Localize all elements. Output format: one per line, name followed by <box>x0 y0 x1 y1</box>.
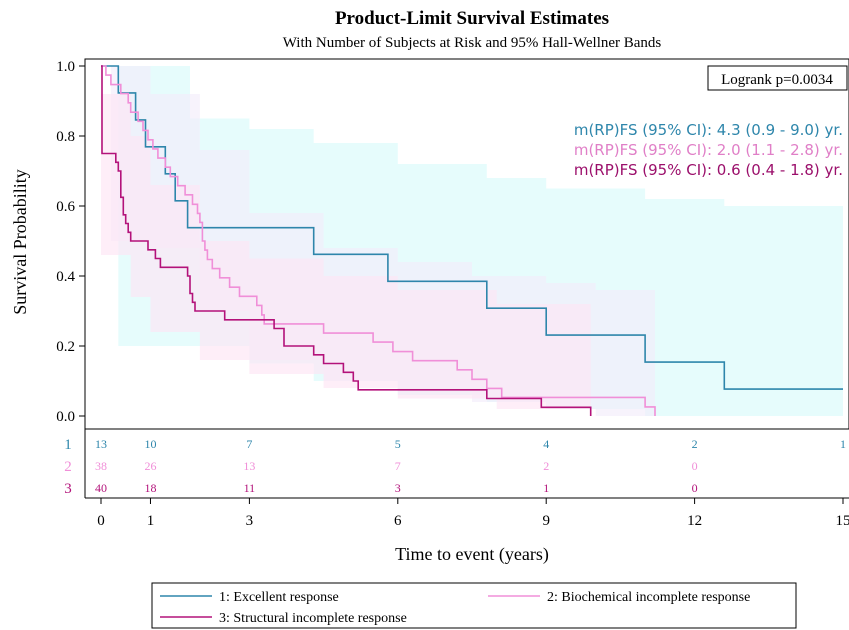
legend-label-3: 3: Structural incomplete response <box>219 611 407 626</box>
x-tick-label: 12 <box>687 513 702 529</box>
survival-curve-3 <box>101 65 592 416</box>
at-risk-count: 13 <box>95 437 107 451</box>
x-tick-label: 6 <box>394 513 402 529</box>
at-risk-count: 3 <box>395 481 401 495</box>
at-risk-count: 7 <box>246 437 252 451</box>
at-risk-count: 7 <box>395 459 401 473</box>
legend <box>151 582 797 629</box>
x-tick-label: 3 <box>246 513 254 529</box>
risk-row-label-1: 1 <box>64 437 72 453</box>
x-tick-label: 1 <box>147 513 155 529</box>
at-risk-count: 38 <box>95 459 107 473</box>
at-risk-count: 26 <box>144 459 156 473</box>
x-axis-title: Time to event (years) <box>395 544 549 565</box>
x-axis: 0 1 3 6 9 12 15 <box>97 498 849 529</box>
risk-table: 1 13 10 7 5 4 2 12 38 26 13 7 2 03 40 18 11 3 1 0 <box>64 437 846 497</box>
at-risk-count: 13 <box>243 459 255 473</box>
at-risk-count: 40 <box>95 481 107 495</box>
at-risk-count: 0 <box>692 481 698 495</box>
survival-curves <box>101 65 843 416</box>
legend-label-2: 2: Biochemical incomplete response <box>547 590 750 605</box>
risk-row-label-2: 2 <box>64 459 72 475</box>
risk-row-label-3: 3 <box>64 481 72 497</box>
confidence-bands <box>101 66 844 416</box>
legend-label-1: 1: Excellent response <box>219 590 339 605</box>
x-tick-label: 9 <box>542 513 550 529</box>
at-risk-count: 0 <box>692 459 698 473</box>
at-risk-count: 2 <box>692 437 698 451</box>
at-risk-count: 5 <box>395 437 401 451</box>
x-tick-label: 15 <box>836 513 849 529</box>
median-annotation-2: m(RP)FS (95% CI): 2.0 (1.1 - 2.8) yr. <box>574 141 843 159</box>
survival-curve-1 <box>101 65 843 390</box>
y-tick-label: 0.2 <box>56 339 75 355</box>
y-axis: 0.0 0.2 0.4 0.6 0.8 1.0 <box>56 59 85 425</box>
chart-subtitle: With Number of Subjects at Risk and 95% … <box>283 35 662 51</box>
at-risk-count: 1 <box>543 481 549 495</box>
chart-title: Product-Limit Survival Estimates <box>335 8 609 29</box>
at-risk-count: 4 <box>543 437 549 451</box>
at-risk-count: 2 <box>543 459 549 473</box>
confidence-band-3 <box>101 94 591 416</box>
y-tick-label: 0.6 <box>56 199 75 215</box>
y-axis-title: Survival Probability <box>10 169 30 315</box>
y-tick-label: 0.0 <box>56 409 75 425</box>
median-annotation-3: m(RP)FS (95% CI): 0.6 (0.4 - 1.8) yr. <box>574 161 843 179</box>
logrank-box <box>707 65 848 91</box>
plot-area <box>84 58 849 430</box>
y-tick-label: 0.8 <box>56 129 75 145</box>
at-risk-count: 18 <box>144 481 156 495</box>
median-annotation-1: m(RP)FS (95% CI): 4.3 (0.9 - 9.0) yr. <box>574 121 843 139</box>
survival-curve-2 <box>101 65 656 416</box>
logrank-text: Logrank p=0.0034 <box>721 72 833 88</box>
x-tick-label: 0 <box>97 513 105 529</box>
at-risk-count: 10 <box>144 437 156 451</box>
at-risk-count: 1 <box>840 437 846 451</box>
y-tick-label: 0.4 <box>56 269 75 285</box>
y-tick-label: 1.0 <box>56 59 75 75</box>
at-risk-count: 11 <box>244 481 256 495</box>
